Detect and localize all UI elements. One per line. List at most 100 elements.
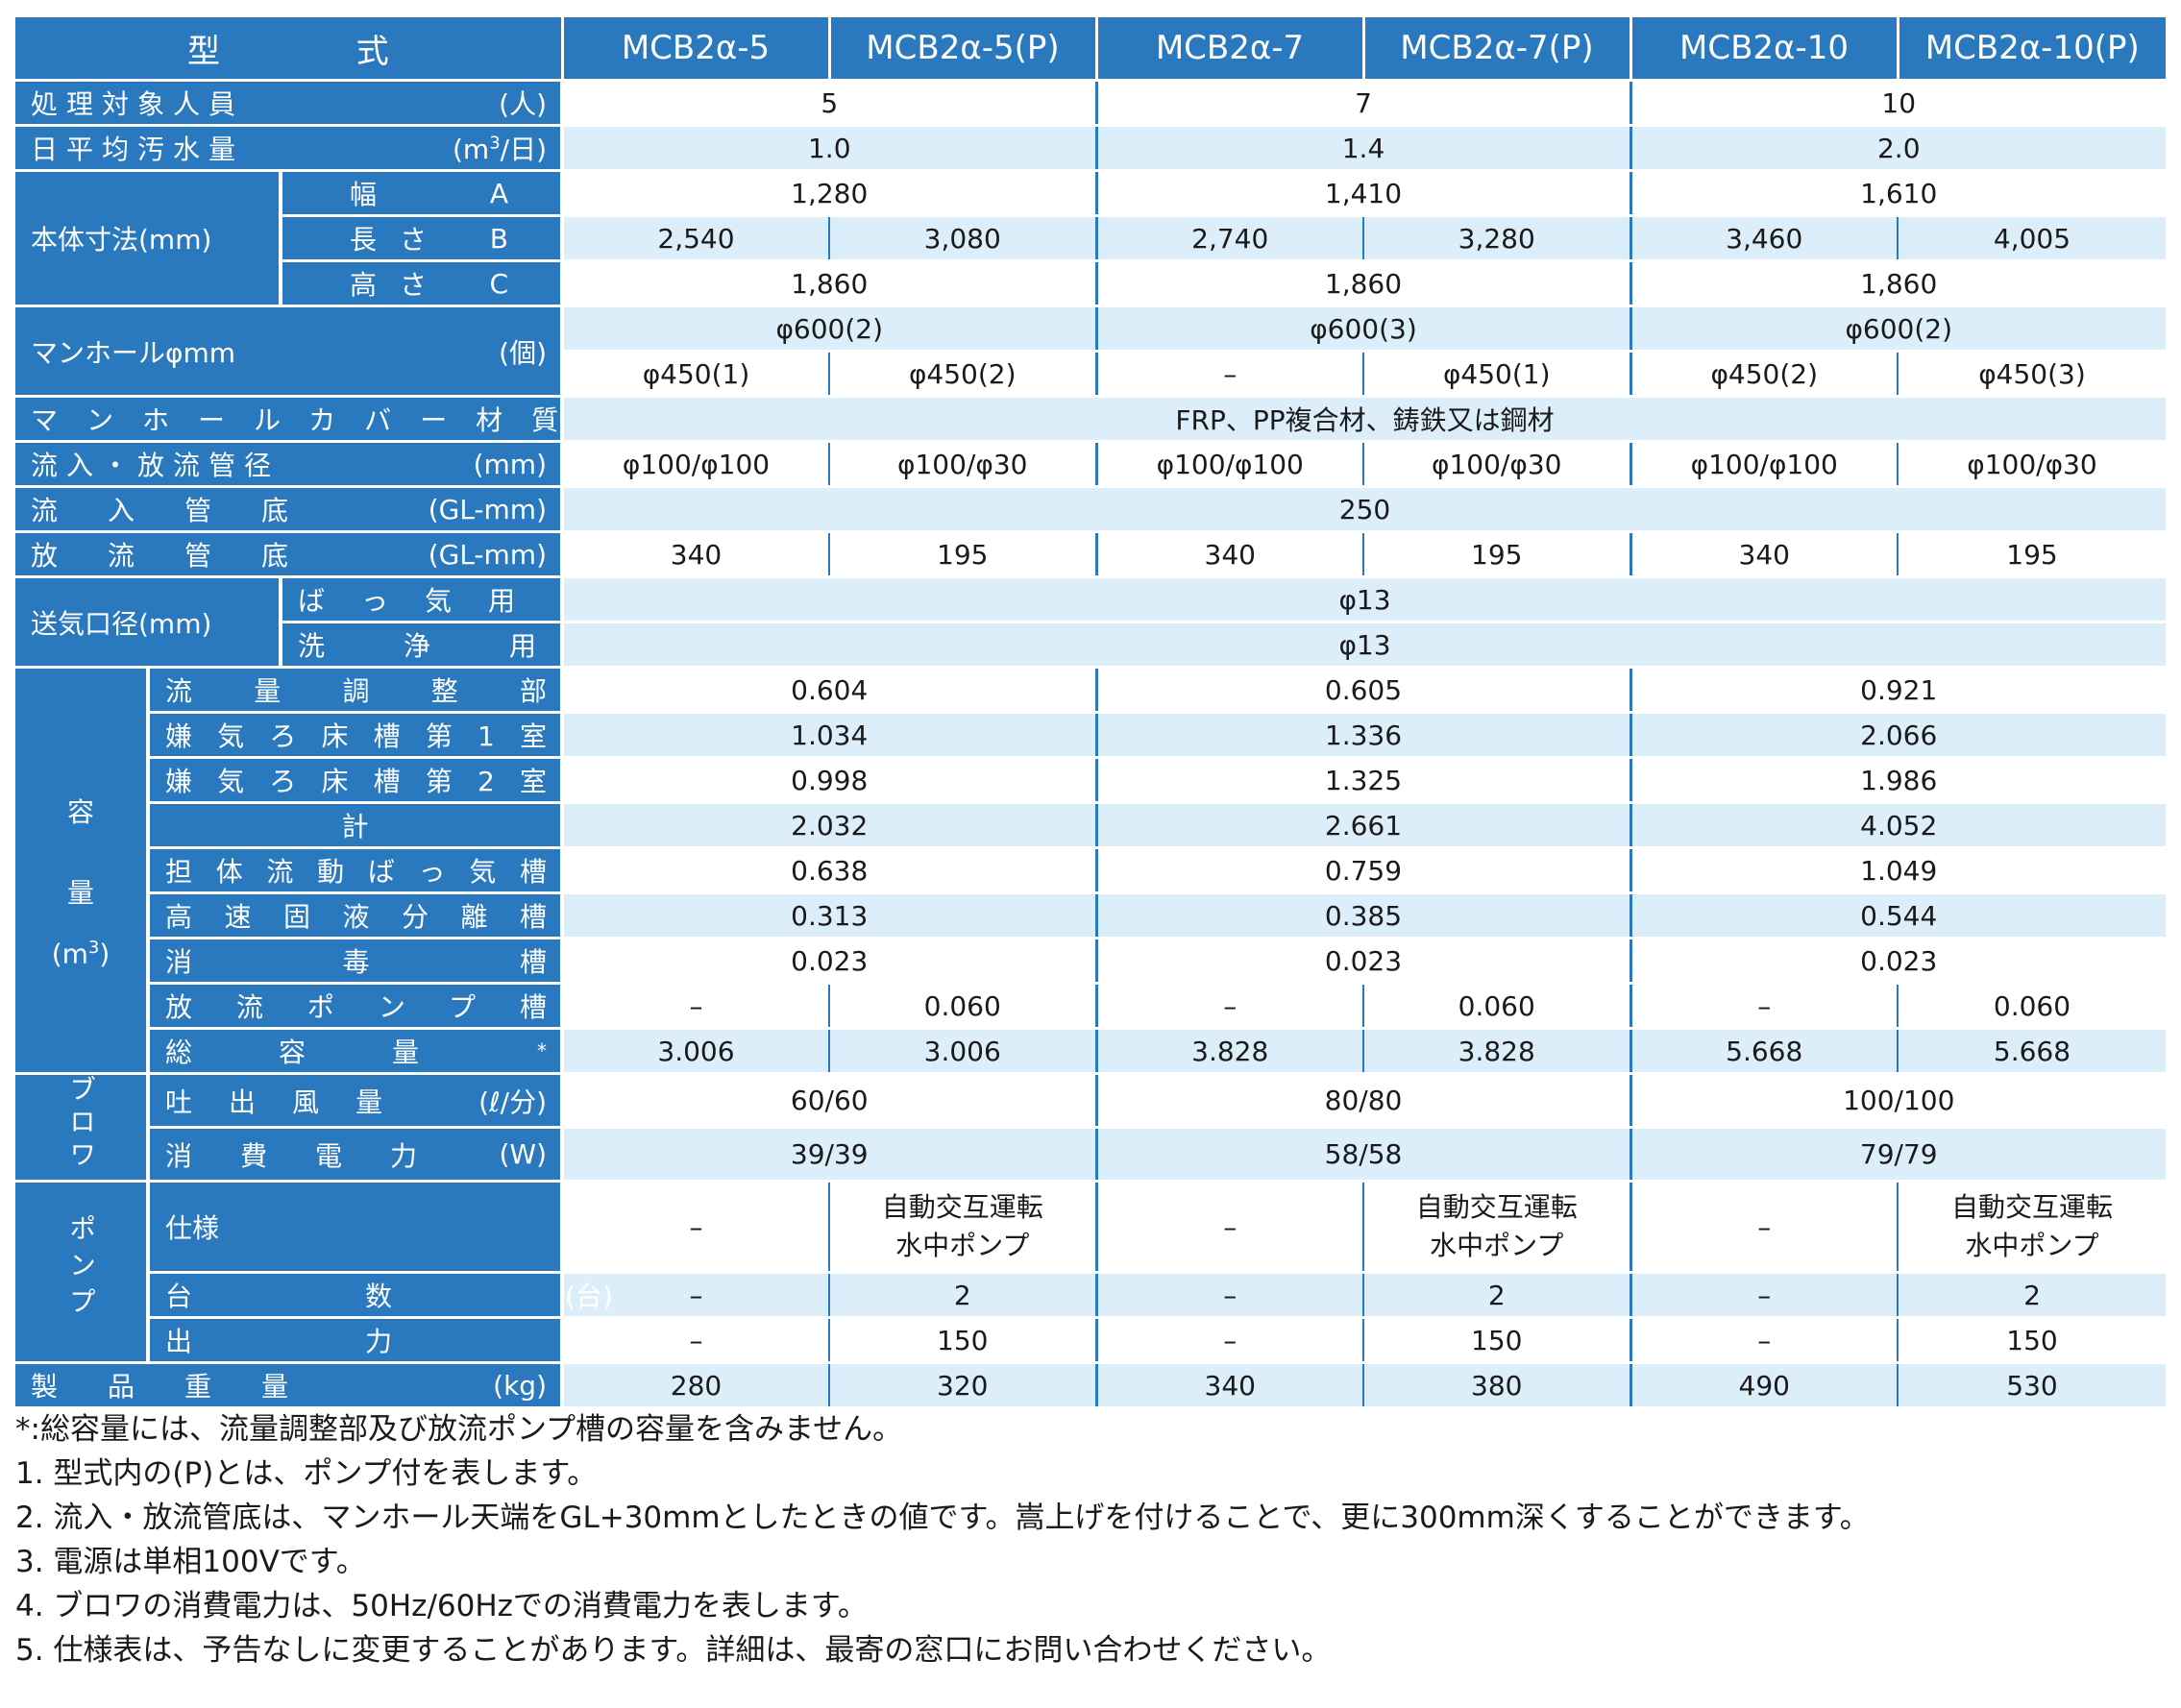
- cell: 1,860: [1629, 260, 2166, 307]
- cell: 1.986: [1629, 757, 2166, 804]
- spec-line: 水中ポンプ: [1430, 1230, 1564, 1261]
- row-label: 出力 (W): [148, 1317, 613, 1364]
- spec-line: 水中ポンプ: [895, 1230, 1030, 1261]
- label-text: マンホールカバー材質: [31, 404, 588, 436]
- cell: 150: [1897, 1317, 2166, 1364]
- label-text: 洗浄用: [298, 630, 616, 662]
- label-text: 出力: [165, 1326, 566, 1357]
- label-text: 吐出風量: [165, 1086, 420, 1118]
- row-label: 担体流動ばっ気槽: [148, 847, 564, 894]
- unit-part: ): [99, 938, 110, 970]
- label-unit: (m3/日): [453, 129, 547, 167]
- cell: 3,460: [1629, 215, 1898, 262]
- label-code: B: [489, 222, 508, 255]
- label-text: 送気口径(mm): [31, 607, 212, 640]
- cell: –: [562, 1272, 829, 1319]
- label-text: 消毒槽: [165, 946, 547, 978]
- label-text: 流入管底: [31, 495, 339, 526]
- cell: 79/79: [1629, 1127, 2166, 1183]
- spec-line: 自動交互運転: [881, 1191, 1043, 1223]
- cell: φ13: [562, 576, 2166, 623]
- row-cap-subtotal: 計 2.032 2.661 4.052: [15, 802, 2166, 849]
- cell: –: [1094, 1317, 1363, 1364]
- row-cap-separator: 高速固液分離槽 0.313 0.385 0.544: [15, 892, 2166, 939]
- cell: 150: [828, 1317, 1096, 1364]
- row-label: 計: [148, 802, 564, 849]
- cell: 4.052: [1629, 802, 2166, 849]
- spec-line: 自動交互運転: [1415, 1191, 1578, 1223]
- row-manhole-b: φ450(1) φ450(2) – φ450(1) φ450(2) φ450(3…: [15, 351, 2166, 398]
- row-label: 消費電力 (W): [148, 1127, 564, 1183]
- cell: –: [1629, 983, 1898, 1030]
- pump-group-label: ポンプ: [15, 1181, 150, 1364]
- model-header-label: 型 式: [15, 17, 564, 82]
- label-code: A: [489, 177, 508, 209]
- label-unit: (W): [499, 1138, 547, 1170]
- label-text: 放流管底: [31, 540, 339, 572]
- row-label: マンホールφmm (個): [15, 305, 564, 398]
- model-name: MCB2α-10(P): [1898, 17, 2166, 82]
- cell: –: [562, 1181, 829, 1274]
- cell: 0.638: [562, 847, 1096, 894]
- label-text: 高速固液分離槽: [165, 901, 547, 933]
- label-text: 流入・放流管径: [31, 450, 281, 481]
- cell: 195: [828, 531, 1096, 578]
- cell: 自動交互運転 水中ポンプ: [1897, 1181, 2166, 1274]
- cell: φ450(2): [828, 351, 1096, 398]
- cell: –: [1094, 1181, 1363, 1274]
- cell: 1.049: [1629, 847, 2166, 894]
- cell: 3.006: [562, 1028, 829, 1075]
- model-name: MCB2α-7(P): [1363, 17, 1632, 82]
- cell: 3.006: [828, 1028, 1096, 1075]
- cell: 2.0: [1629, 125, 2166, 172]
- cell: 58/58: [1094, 1127, 1630, 1183]
- label-unit: (m3): [15, 934, 146, 968]
- cell: 340: [1629, 531, 1898, 578]
- row-label: 仕様: [148, 1181, 564, 1274]
- row-persons: 処理対象人員 (人) 5 7 10: [15, 80, 2166, 127]
- spec-line: 水中ポンプ: [1965, 1230, 2099, 1261]
- cell: 1.336: [1094, 712, 1630, 759]
- cell: 0.998: [562, 757, 1096, 804]
- unit-part: (m: [452, 134, 490, 165]
- cell: 3,280: [1362, 215, 1630, 262]
- row-cap-disinfect: 消毒槽 0.023 0.023 0.023: [15, 938, 2166, 985]
- model-name: MCB2α-5(P): [829, 17, 1098, 82]
- label-text: 処理対象人員: [31, 88, 245, 120]
- cell: 1,860: [562, 260, 1096, 307]
- cell: FRP、PP複合材、鋳鉄又は鋼材: [562, 396, 2166, 443]
- cell: 150: [1362, 1317, 1630, 1364]
- cell: 0.604: [562, 667, 1096, 714]
- cell: φ100/φ100: [1094, 441, 1363, 488]
- label-text: 消費電力: [165, 1139, 466, 1172]
- cell: 1,280: [562, 170, 1096, 217]
- label-unit: (mm): [473, 448, 547, 480]
- unit-sup: 3: [489, 133, 501, 154]
- row-pump-count: 台数 (台) – 2 – 2 – 2: [15, 1272, 2166, 1319]
- cell: φ450(3): [1897, 351, 2166, 398]
- row-blower-power: 消費電力 (W) 39/39 58/58 79/79: [15, 1127, 2166, 1183]
- label-text: 日平均汚水量: [31, 134, 245, 165]
- row-manhole-a: マンホールφmm (個) φ600(2) φ600(3) φ600(2): [15, 305, 2166, 398]
- row-cap-anaer1: 嫌気ろ床槽第1室 1.034 1.336 2.066: [15, 712, 2166, 759]
- cell: 0.060: [1362, 983, 1630, 1030]
- cell: 0.023: [1094, 938, 1630, 985]
- cell: 1.4: [1094, 125, 1630, 172]
- cell: 2: [1362, 1272, 1630, 1319]
- row-dim-height: 高さ C 1,860 1,860 1,860: [15, 260, 2166, 307]
- cell: 490: [1629, 1362, 1898, 1409]
- cell: 0.313: [562, 892, 1096, 939]
- cell: –: [1094, 351, 1363, 398]
- label-text: ポンプ: [65, 1213, 97, 1324]
- cell: 320: [828, 1362, 1096, 1409]
- label-unit: (kg): [493, 1369, 547, 1402]
- cell: φ100/φ100: [1629, 441, 1898, 488]
- row-label: 日平均汚水量 (m3/日): [15, 125, 564, 172]
- note-line: 2. 流入・放流管底は、マンホール天端をGL+30mmとしたときの値です。嵩上げ…: [15, 1501, 1870, 1535]
- label-unit: (GL-mm): [428, 493, 547, 525]
- label-unit: (台): [565, 1281, 613, 1312]
- cell: 1.0: [562, 125, 1096, 172]
- cell: 0.921: [1629, 667, 2166, 714]
- cell: φ600(3): [1094, 305, 1630, 353]
